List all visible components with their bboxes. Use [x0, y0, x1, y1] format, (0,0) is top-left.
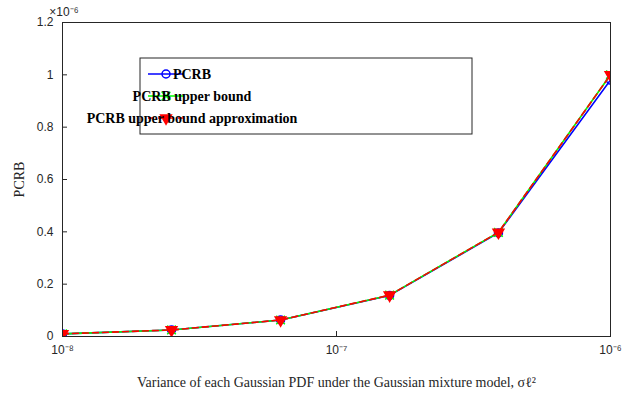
svg-text:0.4: 0.4 — [37, 225, 54, 239]
svg-text:10⁻⁸: 10⁻⁸ — [51, 343, 73, 357]
svg-text:0.8: 0.8 — [37, 120, 54, 134]
svg-text:PCRB: PCRB — [12, 162, 27, 198]
svg-text:10⁻⁶: 10⁻⁶ — [599, 343, 621, 357]
svg-text:×10⁻⁶: ×10⁻⁶ — [49, 5, 78, 19]
svg-text:0.6: 0.6 — [37, 172, 54, 186]
svg-text:0.2: 0.2 — [37, 277, 54, 291]
svg-text:PCRB: PCRB — [173, 67, 211, 82]
svg-text:Variance of each Gaussian PDF: Variance of each Gaussian PDF under the … — [137, 375, 536, 390]
svg-text:1: 1 — [47, 68, 54, 82]
svg-text:PCRB upper bound: PCRB upper bound — [133, 89, 252, 104]
svg-text:1.2: 1.2 — [36, 15, 54, 30]
svg-text:PCRB upper bound approximation: PCRB upper bound approximation — [87, 111, 298, 126]
svg-text:0: 0 — [47, 329, 54, 343]
svg-text:10⁻⁷: 10⁻⁷ — [326, 343, 348, 357]
